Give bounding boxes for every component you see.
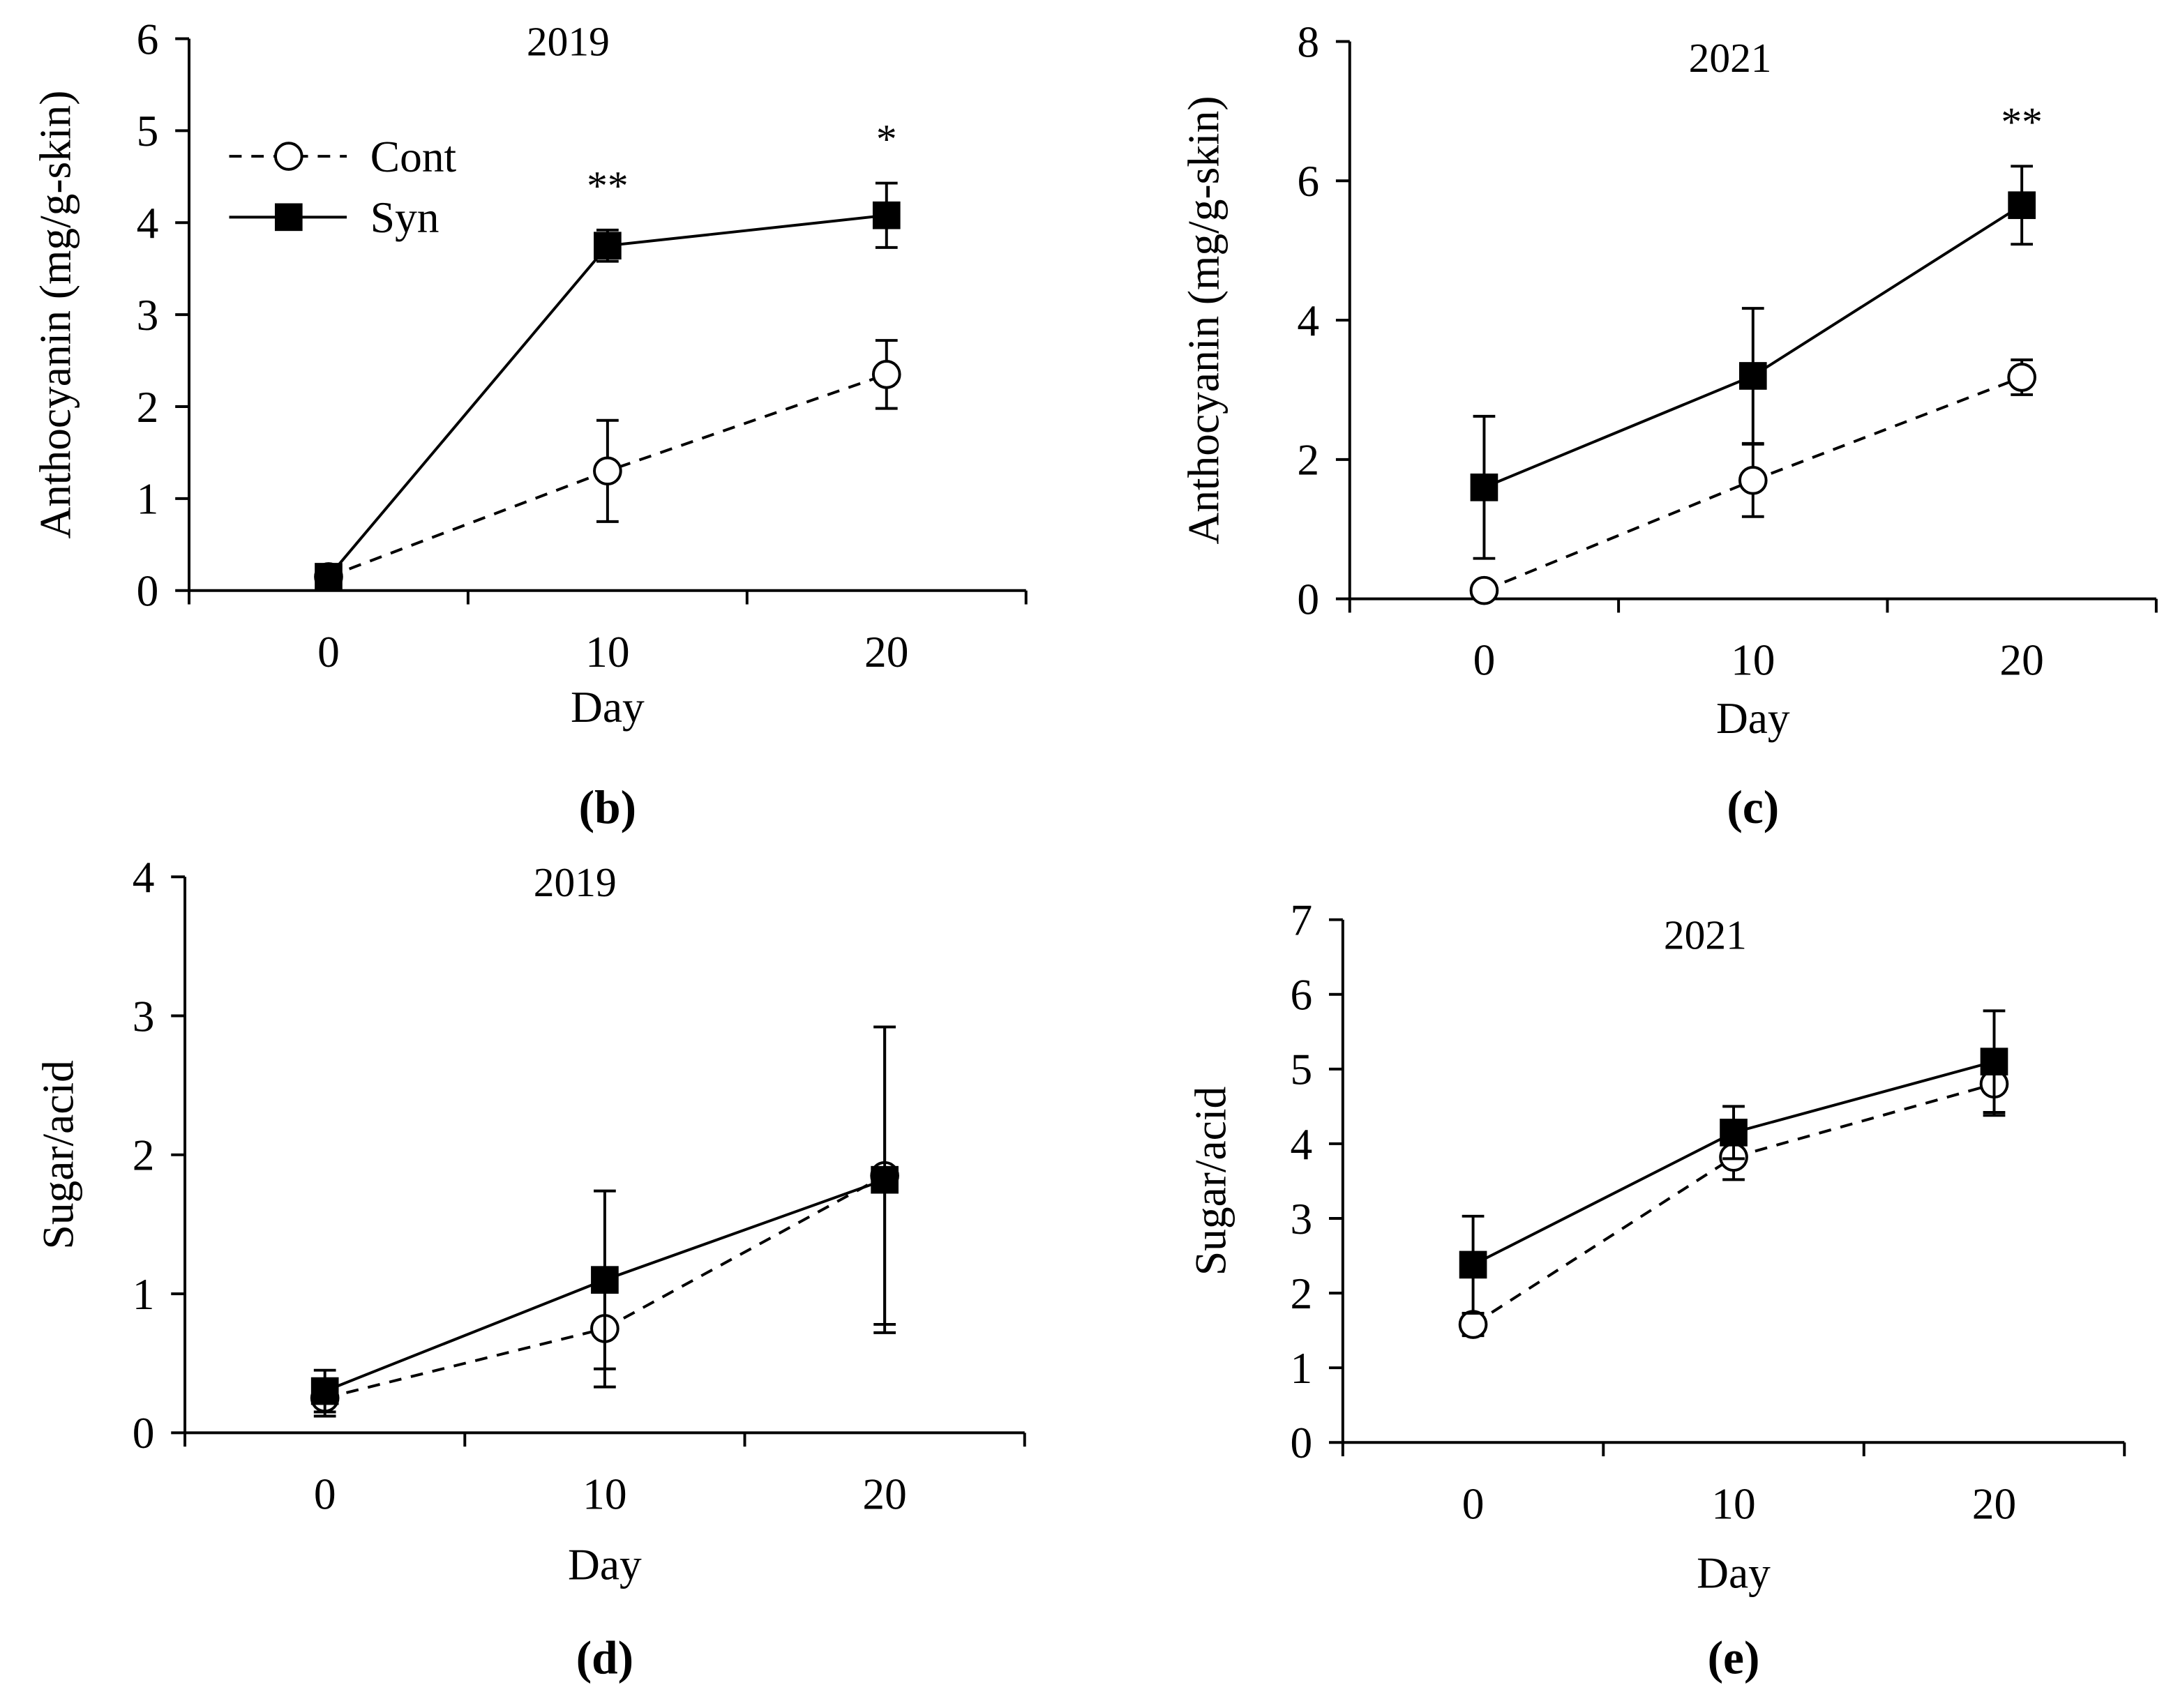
significance-marker: ** bbox=[2001, 99, 2042, 145]
x-tick-label: 10 bbox=[1711, 1479, 1755, 1528]
panel-label: (e) bbox=[1708, 1631, 1760, 1684]
y-tick-label: 8 bbox=[1297, 17, 1319, 66]
y-tick-label: 3 bbox=[1290, 1194, 1312, 1244]
y-tick-label: 0 bbox=[133, 1408, 155, 1458]
data-point-syn bbox=[1470, 473, 1498, 501]
x-tick-label: 20 bbox=[1972, 1479, 2016, 1528]
y-tick-label: 6 bbox=[1297, 156, 1319, 206]
y-tick-label: 1 bbox=[1290, 1343, 1312, 1393]
y-axis-label: Sugar/acid bbox=[33, 1060, 82, 1249]
y-tick-label: 2 bbox=[1290, 1269, 1312, 1318]
y-tick-label: 1 bbox=[133, 1269, 155, 1319]
data-point-syn bbox=[1459, 1250, 1487, 1279]
data-point-syn bbox=[871, 1165, 899, 1194]
data-point-cont bbox=[1469, 575, 1499, 605]
y-axis-label: Anthocyanin (mg/g-skin) bbox=[30, 91, 80, 539]
y-tick-label: 0 bbox=[137, 566, 159, 616]
series-line-cont bbox=[1472, 1082, 1995, 1326]
y-tick-label: 2 bbox=[1297, 435, 1319, 485]
data-point-cont bbox=[1458, 1310, 1488, 1339]
y-tick-label: 4 bbox=[1297, 296, 1319, 345]
x-axis-label: Day bbox=[571, 682, 645, 732]
y-tick-label: 7 bbox=[1290, 895, 1312, 945]
x-axis-label: Day bbox=[1697, 1548, 1771, 1597]
panel-label: (d) bbox=[576, 1631, 633, 1684]
data-point-syn bbox=[1738, 362, 1767, 390]
x-tick-label: 10 bbox=[585, 627, 629, 677]
x-axis-label: Day bbox=[568, 1540, 642, 1589]
y-tick-label: 2 bbox=[137, 382, 159, 432]
y-axis-label: Anthocyanin (mg/g-skin) bbox=[1178, 96, 1228, 545]
data-point-syn bbox=[1720, 1119, 1748, 1147]
x-tick-label: 20 bbox=[862, 1469, 906, 1518]
data-point-cont bbox=[871, 360, 901, 389]
data-point-cont bbox=[593, 456, 622, 486]
x-tick-label: 0 bbox=[314, 1469, 336, 1518]
data-point-syn bbox=[310, 1377, 339, 1405]
legend-marker-syn bbox=[274, 203, 303, 232]
y-axis-label: Sugar/acid bbox=[1185, 1087, 1235, 1276]
x-tick-label: 10 bbox=[1731, 635, 1775, 685]
legend-label-cont: Cont bbox=[370, 132, 457, 181]
panel-label: (b) bbox=[579, 781, 636, 833]
x-tick-label: 0 bbox=[1462, 1479, 1485, 1528]
x-tick-label: 0 bbox=[1473, 635, 1496, 685]
y-tick-label: 4 bbox=[137, 198, 159, 248]
y-tick-label: 4 bbox=[1290, 1119, 1312, 1169]
x-tick-label: 0 bbox=[317, 627, 340, 677]
data-point-syn bbox=[2008, 191, 2036, 220]
y-tick-label: 6 bbox=[1290, 970, 1312, 1020]
data-point-cont bbox=[2007, 363, 2036, 392]
y-tick-label: 3 bbox=[137, 290, 159, 340]
y-tick-label: 6 bbox=[137, 14, 159, 63]
y-tick-label: 1 bbox=[137, 474, 159, 524]
y-tick-label: 0 bbox=[1297, 574, 1319, 624]
significance-marker: ** bbox=[587, 163, 628, 209]
data-point-syn bbox=[1980, 1048, 2008, 1075]
legend-marker-cont bbox=[273, 142, 303, 171]
y-tick-label: 3 bbox=[133, 991, 155, 1041]
panel-label: (c) bbox=[1727, 781, 1779, 833]
chart-title: 2021 bbox=[1664, 912, 1747, 958]
x-tick-label: 10 bbox=[583, 1469, 626, 1518]
legend-label-syn: Syn bbox=[370, 192, 440, 242]
data-point-syn bbox=[594, 232, 622, 260]
data-point-syn bbox=[591, 1266, 619, 1294]
data-point-cont bbox=[1738, 465, 1768, 495]
chart-title: 2021 bbox=[1689, 35, 1772, 81]
x-axis-label: Day bbox=[1716, 693, 1790, 743]
data-point-syn bbox=[315, 563, 343, 591]
y-tick-label: 0 bbox=[1290, 1418, 1312, 1467]
y-tick-label: 2 bbox=[133, 1131, 155, 1180]
y-tick-label: 4 bbox=[133, 852, 155, 902]
y-tick-label: 5 bbox=[137, 106, 159, 156]
chart-title: 2019 bbox=[534, 859, 617, 905]
x-tick-label: 20 bbox=[864, 627, 908, 677]
data-point-syn bbox=[872, 201, 901, 229]
significance-marker: * bbox=[876, 116, 897, 162]
x-tick-label: 20 bbox=[1999, 635, 2043, 685]
chart-title: 2019 bbox=[527, 18, 610, 64]
y-tick-label: 5 bbox=[1290, 1045, 1312, 1094]
